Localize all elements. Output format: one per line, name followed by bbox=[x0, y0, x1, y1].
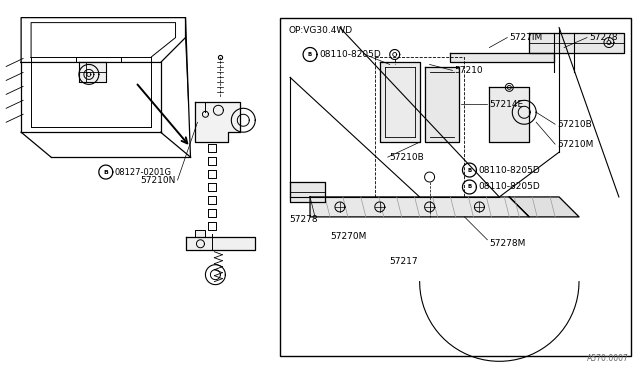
Text: 57278: 57278 bbox=[589, 33, 618, 42]
Polygon shape bbox=[186, 237, 255, 250]
Text: 57210M: 57210M bbox=[557, 140, 593, 149]
Text: OP:VG30.4WD: OP:VG30.4WD bbox=[288, 26, 352, 35]
Text: 08110-8205D: 08110-8205D bbox=[479, 166, 540, 174]
Text: 57278M: 57278M bbox=[490, 239, 525, 248]
Polygon shape bbox=[195, 102, 240, 142]
Text: B: B bbox=[308, 52, 312, 57]
Text: A570:0007: A570:0007 bbox=[587, 355, 629, 363]
Polygon shape bbox=[79, 62, 106, 82]
Text: B: B bbox=[104, 170, 108, 174]
Polygon shape bbox=[529, 33, 624, 52]
Text: 08110-8205D: 08110-8205D bbox=[479, 183, 540, 192]
Bar bbox=[280, 17, 631, 356]
Text: 57214E: 57214E bbox=[490, 100, 524, 109]
Text: B: B bbox=[467, 167, 472, 173]
Polygon shape bbox=[509, 197, 579, 217]
Polygon shape bbox=[380, 62, 420, 142]
Text: B: B bbox=[467, 185, 472, 189]
Text: 57270M: 57270M bbox=[330, 232, 366, 241]
Text: 5727IM: 5727IM bbox=[509, 33, 543, 42]
Text: 57210B: 57210B bbox=[390, 153, 424, 161]
Text: 08127-0201G: 08127-0201G bbox=[115, 167, 172, 177]
Polygon shape bbox=[490, 87, 529, 142]
Text: 08110-8205D: 08110-8205D bbox=[319, 50, 381, 59]
Polygon shape bbox=[195, 230, 205, 237]
Polygon shape bbox=[449, 52, 554, 62]
Text: 57217: 57217 bbox=[390, 257, 419, 266]
Text: 57210N: 57210N bbox=[140, 176, 175, 185]
Text: 57278: 57278 bbox=[289, 215, 317, 224]
Polygon shape bbox=[424, 67, 460, 142]
Polygon shape bbox=[290, 182, 325, 202]
Polygon shape bbox=[310, 197, 529, 217]
Text: 57210B: 57210B bbox=[557, 120, 592, 129]
Text: 57210: 57210 bbox=[454, 66, 483, 75]
